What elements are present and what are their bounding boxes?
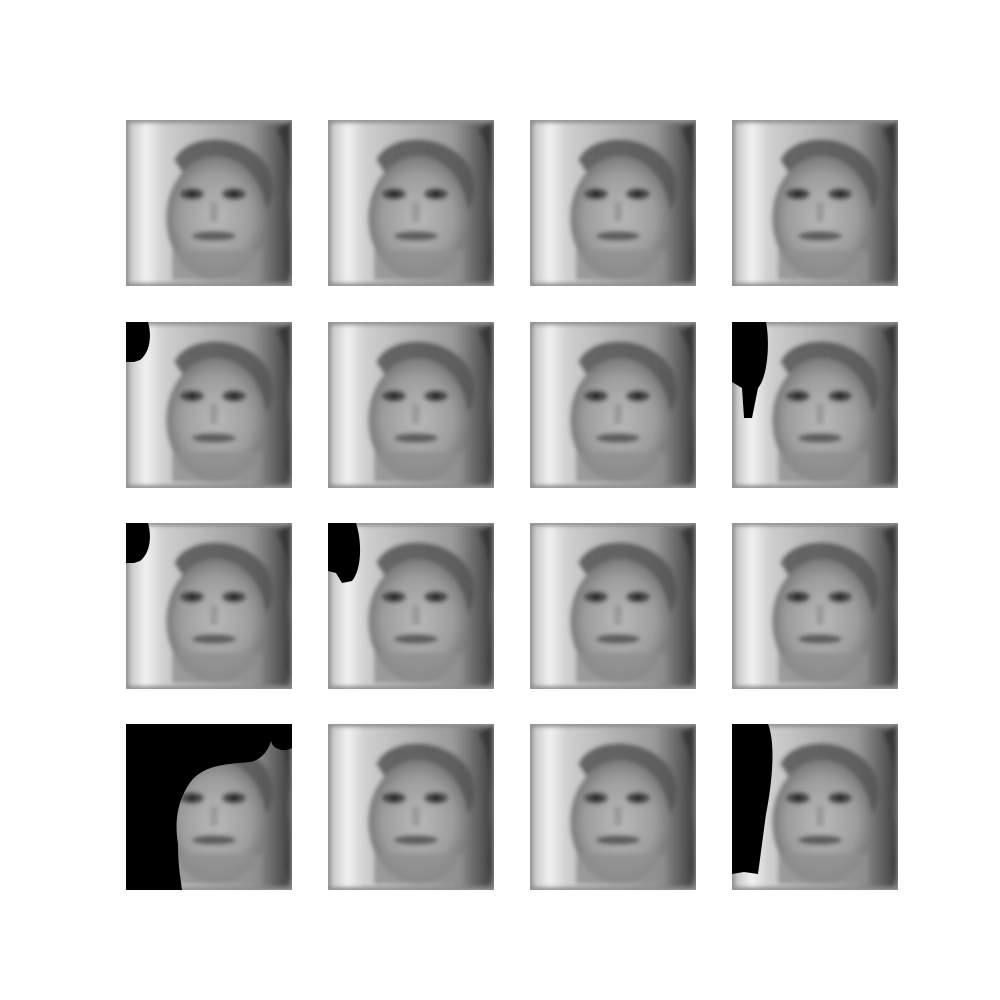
sample-tile xyxy=(732,120,898,286)
sample-tile xyxy=(126,523,292,689)
sample-tile xyxy=(126,322,292,488)
sample-tile xyxy=(530,120,696,286)
sample-tile xyxy=(126,120,292,286)
sample-tile xyxy=(530,322,696,488)
sample-tile xyxy=(732,322,898,488)
sample-tile xyxy=(530,523,696,689)
sample-tile xyxy=(732,523,898,689)
sample-tile xyxy=(328,120,494,286)
sample-tile xyxy=(328,322,494,488)
sample-tile xyxy=(530,724,696,890)
sample-tile xyxy=(328,523,494,689)
sample-tile xyxy=(732,724,898,890)
sample-tile xyxy=(328,724,494,890)
sample-tile xyxy=(126,724,292,890)
